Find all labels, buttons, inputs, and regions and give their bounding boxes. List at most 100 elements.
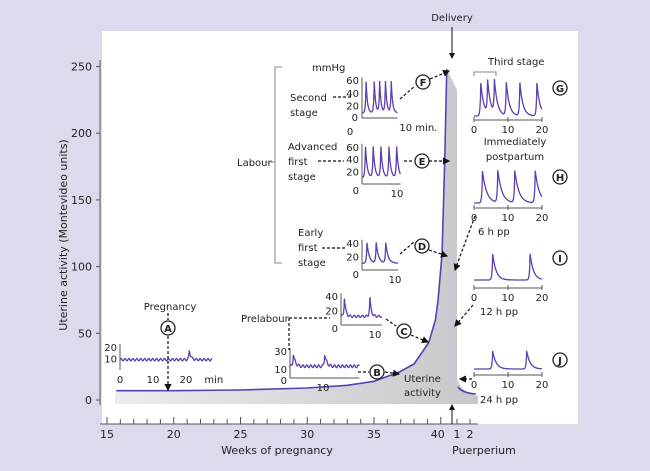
third-stage-bracket xyxy=(473,71,497,76)
inset-marker-letter: A xyxy=(164,324,172,335)
x-tick-label: 30 xyxy=(300,428,314,441)
inset-J: 0 10 20 xyxy=(471,350,549,391)
inset-x-label: 0 xyxy=(471,380,477,391)
inset-D: 0 20 40 10 xyxy=(346,239,401,286)
y-axis-label: Uterine activity (Montevideo units) xyxy=(57,139,70,330)
inset-y-label: 10 xyxy=(274,365,287,376)
inset-y-label: 20 xyxy=(104,343,117,354)
annotation-label: stage xyxy=(290,108,318,119)
annotation-label: Prelabour xyxy=(241,314,290,325)
inset-x-label: 20 xyxy=(536,213,549,224)
x-tick-label: 40 xyxy=(431,428,445,441)
inset-trace xyxy=(474,350,542,370)
inset-y-label: 40 xyxy=(346,155,359,166)
y-tick-label: 50 xyxy=(78,327,92,340)
inset-trace xyxy=(362,242,399,264)
puerperium-tick-label: 2 xyxy=(467,428,474,441)
annotation-label: postpartum xyxy=(486,152,544,163)
inset-y-label: 20 xyxy=(346,168,359,179)
inset-marker-letter: I xyxy=(558,254,562,265)
inset-x-label: 10 xyxy=(391,189,404,200)
inset-trace xyxy=(340,297,383,319)
annotation-label: Delivery xyxy=(431,13,473,24)
annotation-label: Pregnancy xyxy=(144,302,197,313)
dashed-arrow xyxy=(453,215,476,272)
y-tick-label: 150 xyxy=(71,194,92,207)
inset-marker-letter: J xyxy=(557,356,562,367)
inset-x-label: 10 xyxy=(502,293,515,304)
annotations-layer: A B C D E F G H I J Delivery Pregnancy Prelabour Uter… xyxy=(144,13,568,424)
annotation-label: Advanced xyxy=(288,142,337,153)
inset-G: 0 10 20 xyxy=(471,78,549,136)
inset-x-label: 0 xyxy=(117,375,123,386)
dashed-arrow xyxy=(399,241,415,255)
inset-trace xyxy=(474,78,543,117)
inset-x-label: 20 xyxy=(536,380,549,391)
inset-marker-H xyxy=(552,169,568,185)
inset-y-label: 0 xyxy=(281,376,287,387)
inset-marker-F xyxy=(415,74,431,90)
annotation-label: 24 h pp xyxy=(480,395,518,406)
inset-x-label: 20 xyxy=(180,375,193,386)
inset-marker-I xyxy=(552,250,568,266)
annotation-label: 12 h pp xyxy=(480,307,518,318)
postpartum-line xyxy=(457,386,477,395)
dashed-arrow xyxy=(410,334,430,344)
inset-y-label: 40 xyxy=(346,89,359,100)
dashed-arrow xyxy=(399,85,416,100)
annotation-label: Uterine xyxy=(404,374,441,385)
annotation-label: first xyxy=(288,157,308,168)
inset-x-label: 10 xyxy=(502,380,515,391)
inset-H: 0 10 20 xyxy=(471,170,549,224)
annotation-label: activity xyxy=(404,388,441,399)
inset-y-label: 0 xyxy=(353,270,359,281)
inset-y-label: 20 xyxy=(346,101,359,112)
annotation-label: Immediately xyxy=(484,137,547,148)
dashed-arrow xyxy=(428,249,449,258)
inset-y-label: 40 xyxy=(346,239,359,250)
inset-x-label: 20 xyxy=(536,293,549,304)
fill-layer xyxy=(115,69,478,404)
inset-marker-letter: H xyxy=(556,173,564,184)
inset-marker-C xyxy=(396,323,412,339)
y-tick-label: 0 xyxy=(85,394,92,407)
uterine-activity-line xyxy=(116,69,448,392)
annotation-label: first xyxy=(298,243,318,254)
inset-marker-letter: E xyxy=(419,157,426,168)
puerperium-tick-label: 1 xyxy=(454,428,461,441)
inset-y-label: 60 xyxy=(346,143,359,154)
x-tick-label: 35 xyxy=(367,428,381,441)
main-line-layer xyxy=(116,69,477,395)
inset-x-label: 20 xyxy=(536,125,549,136)
annotation-label: Labour xyxy=(237,158,273,169)
inset-y-label: 0 xyxy=(332,324,338,335)
inset-x-label: 10 xyxy=(389,275,402,286)
x-tick-label: 15 xyxy=(100,428,114,441)
inset-trace xyxy=(119,350,213,362)
dashed-arrow xyxy=(454,304,474,327)
inset-y-label: 0 xyxy=(352,113,358,124)
inset-x-label: 10 min. xyxy=(399,123,437,134)
y-tick-label: 100 xyxy=(71,261,92,274)
inset-marker-letter: G xyxy=(556,84,564,95)
y-tick-label: 250 xyxy=(71,61,92,74)
inset-x-label: 0 xyxy=(471,125,477,136)
inset-trace xyxy=(474,253,543,281)
inset-marker-B xyxy=(369,364,385,380)
inset-marker-letter: B xyxy=(373,368,381,379)
inset-marker-A xyxy=(160,320,176,336)
uterine-activity-area xyxy=(115,69,478,404)
annotation-label: Third stage xyxy=(487,57,544,68)
inset-y-label: 20 xyxy=(346,252,359,263)
inset-x-label: 10 xyxy=(502,125,515,136)
inset-marker-J xyxy=(552,352,568,368)
dashed-arrow xyxy=(429,70,451,80)
inset-marker-D xyxy=(414,238,430,254)
annotation-label: stage xyxy=(288,172,316,183)
inset-y-label: 30 xyxy=(274,347,287,358)
